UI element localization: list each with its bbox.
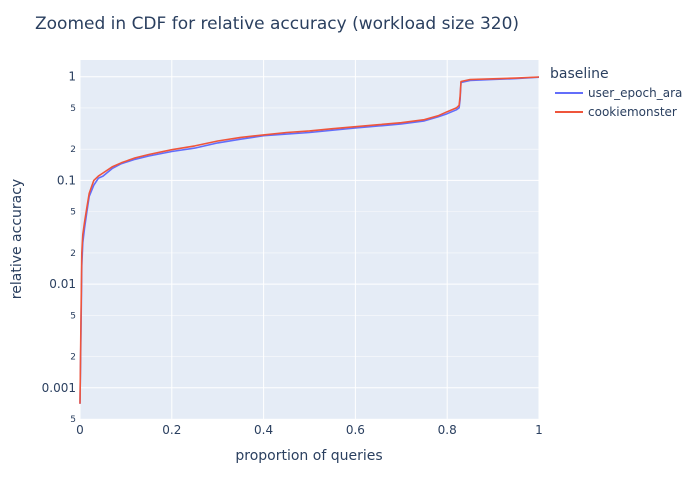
legend: baseline user_epoch_ara cookiemonster: [550, 66, 682, 119]
y-minor-tick-label: 2: [70, 353, 76, 363]
y-minor-tick-label: 5: [70, 311, 76, 321]
x-tick-label: 0.2: [162, 423, 181, 437]
x-axis-ticks: 0 0.2 0.4 0.6 0.8 1: [76, 423, 543, 437]
y-minor-tick-label: 5: [70, 208, 76, 218]
series-lines: [79, 76, 540, 404]
legend-title: baseline: [550, 66, 609, 82]
y-minor-tick-label: 5: [70, 415, 76, 425]
x-tick-label: 0.8: [438, 423, 457, 437]
x-tick-label: 1: [535, 423, 543, 437]
legend-label-cookiemonster: cookiemonster: [588, 105, 677, 119]
y-minor-tick-label: 5: [70, 104, 76, 114]
grid-lines: [79, 60, 540, 420]
x-axis-title: proportion of queries: [235, 448, 382, 464]
x-tick-label: 0.4: [254, 423, 273, 437]
y-tick-label: 0.01: [49, 277, 76, 291]
y-tick-label: 0.1: [57, 173, 76, 187]
series-line-cookiemonster: [79, 76, 540, 404]
y-axis-ticks: 0.001 0.01 0.1 1 5 2 5 2 5 2 5: [42, 70, 76, 425]
legend-label-user-epoch-ara: user_epoch_ara: [588, 86, 682, 100]
y-minor-tick-label: 2: [70, 145, 76, 155]
legend-item-cookiemonster[interactable]: cookiemonster: [555, 105, 677, 119]
legend-item-user-epoch-ara[interactable]: user_epoch_ara: [555, 86, 682, 100]
chart-title: Zoomed in CDF for relative accuracy (wor…: [35, 14, 519, 34]
y-tick-label: 1: [68, 70, 76, 84]
y-tick-label: 0.001: [42, 381, 76, 395]
x-tick-label: 0.6: [346, 423, 365, 437]
x-tick-label: 0: [76, 423, 84, 437]
y-minor-tick-label: 2: [70, 249, 76, 259]
plot-area: [80, 60, 539, 419]
y-axis-title: relative accuracy: [9, 179, 25, 299]
